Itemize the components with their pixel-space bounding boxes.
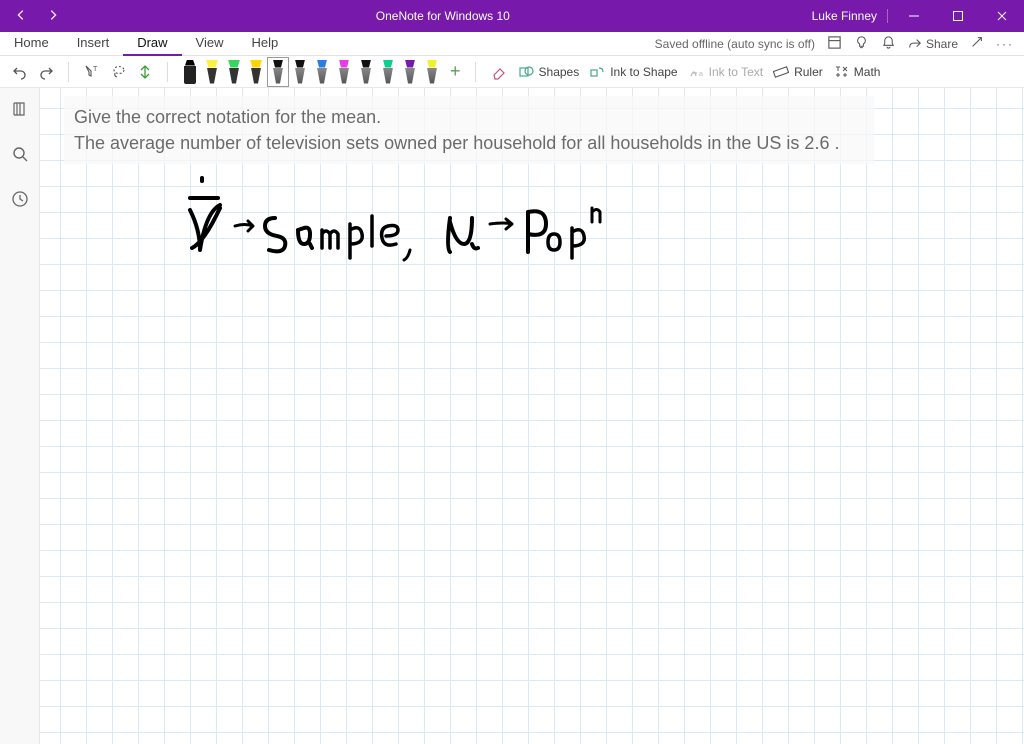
shapes-label: Shapes [539, 65, 580, 79]
math-label: Math [854, 65, 881, 79]
ink-to-shape-tool[interactable]: Ink to Shape [589, 64, 677, 80]
svg-text:a: a [699, 71, 703, 78]
sync-status: Saved offline (auto sync is off) [655, 37, 815, 51]
tab-view[interactable]: View [182, 31, 238, 56]
page-canvas[interactable]: Give the correct notation for the mean. … [40, 88, 1024, 744]
back-button[interactable] [14, 8, 28, 25]
title-bar: OneNote for Windows 10 Luke Finney [0, 0, 1024, 32]
ribbon: T + Shapes Ink to Shape a Ink to Text Ru… [0, 56, 1024, 88]
ink-to-text-tool: a Ink to Text [688, 64, 763, 80]
tab-home[interactable]: Home [0, 31, 63, 56]
ruler-label: Ruler [794, 65, 823, 79]
ink-to-shape-label: Ink to Shape [610, 65, 677, 79]
pen-7[interactable] [336, 60, 352, 84]
bell-icon[interactable] [881, 35, 896, 53]
pen-1[interactable] [204, 60, 220, 84]
close-button[interactable] [980, 0, 1024, 32]
pen-10[interactable] [402, 60, 418, 84]
pen-8[interactable] [358, 60, 374, 84]
text-cursor-tool[interactable]: T [83, 63, 101, 81]
user-name[interactable]: Luke Finney [812, 9, 888, 23]
pen-0[interactable] [182, 60, 198, 84]
fullpage-icon[interactable] [827, 35, 842, 53]
more-icon[interactable]: ··· [996, 37, 1014, 51]
lasso-tool[interactable] [111, 64, 127, 80]
pen-2[interactable] [226, 60, 242, 84]
ink-to-text-label: Ink to Text [709, 65, 763, 79]
recent-icon[interactable] [11, 190, 29, 213]
pen-3[interactable] [248, 60, 264, 84]
math-tool[interactable]: Math [833, 64, 881, 80]
pen-9[interactable] [380, 60, 396, 84]
text-block[interactable]: Give the correct notation for the mean. … [64, 96, 874, 164]
minimize-button[interactable] [892, 0, 936, 32]
app-title: OneNote for Windows 10 [74, 9, 812, 23]
main-area: Give the correct notation for the mean. … [0, 88, 1024, 744]
note-line-2: The average number of television sets ow… [74, 130, 864, 156]
tab-insert[interactable]: Insert [63, 31, 124, 56]
pen-5[interactable] [292, 60, 308, 84]
lightbulb-icon[interactable] [854, 35, 869, 53]
pen-11[interactable] [424, 60, 440, 84]
maximize-button[interactable] [936, 0, 980, 32]
pen-4[interactable] [270, 60, 286, 84]
share-label: Share [926, 37, 958, 51]
ribbon-tabs: HomeInsertDrawViewHelp Saved offline (au… [0, 32, 1024, 56]
notebooks-icon[interactable] [11, 100, 29, 123]
note-line-1: Give the correct notation for the mean. [74, 104, 864, 130]
ruler-tool[interactable]: Ruler [773, 64, 823, 80]
tab-draw[interactable]: Draw [123, 31, 181, 56]
share-button[interactable]: Share [908, 37, 958, 51]
search-icon[interactable] [11, 145, 29, 168]
pen-6[interactable] [314, 60, 330, 84]
add-pen-button[interactable]: + [450, 61, 461, 82]
undo-button[interactable] [12, 64, 28, 80]
expand-icon[interactable] [970, 35, 984, 52]
ink-strokes [140, 168, 660, 308]
pen-gallery [182, 60, 440, 84]
redo-button[interactable] [38, 64, 54, 80]
eraser-tool[interactable] [490, 63, 508, 81]
navigation-rail [0, 88, 40, 744]
shapes-tool[interactable]: Shapes [518, 64, 580, 80]
tab-help[interactable]: Help [238, 31, 293, 56]
svg-text:T: T [93, 66, 98, 73]
forward-button[interactable] [46, 8, 60, 25]
insert-space-tool[interactable] [137, 64, 153, 80]
